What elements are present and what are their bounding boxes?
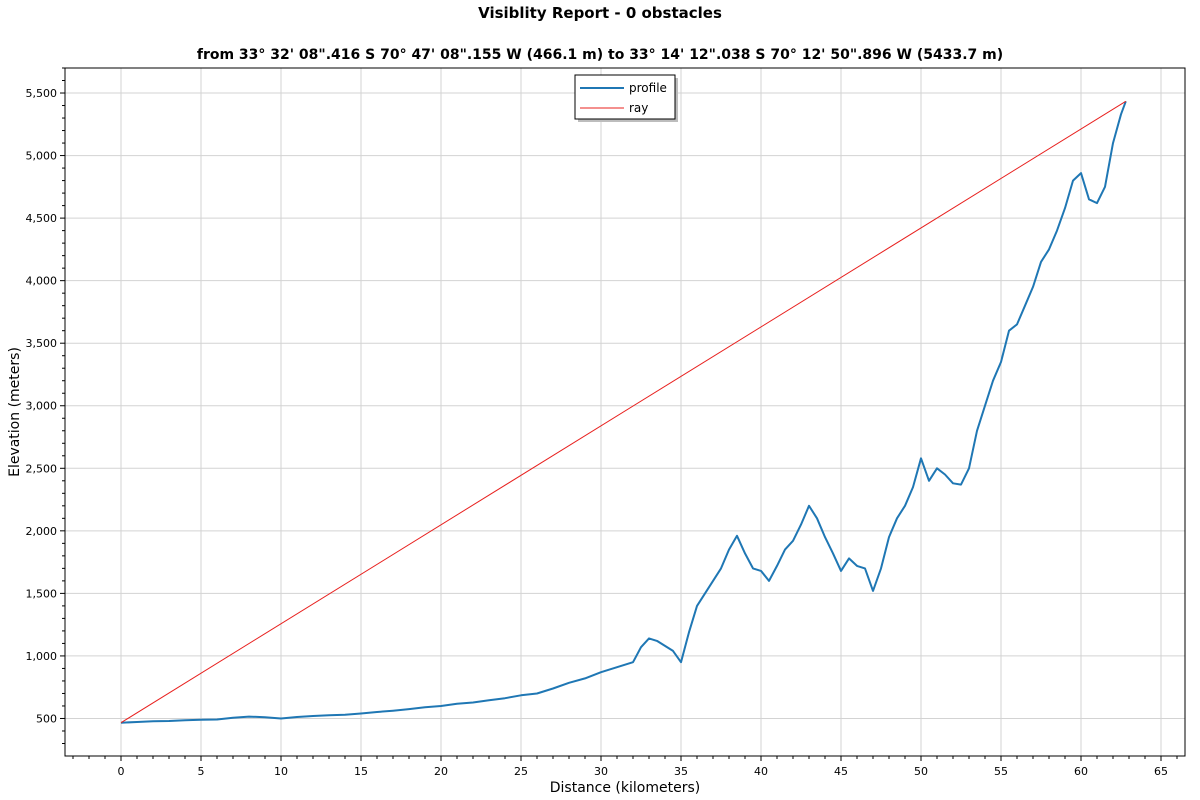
x-tick-label: 25	[514, 765, 528, 778]
y-tick-label: 2,000	[26, 525, 58, 538]
x-tick-label: 20	[434, 765, 448, 778]
y-tick-label: 1,500	[26, 587, 58, 600]
x-tick-label: 30	[594, 765, 608, 778]
y-tick-label: 3,000	[26, 400, 58, 413]
plot-area	[64, 67, 1186, 757]
y-tick-label: 4,500	[26, 212, 58, 225]
y-tick-label: 1,000	[26, 650, 58, 663]
series-line-profile	[120, 100, 1127, 724]
series-group	[120, 100, 1127, 724]
x-tick-label: 55	[994, 765, 1008, 778]
y-tick-label: 4,000	[26, 275, 58, 288]
chart-subtitle: from 33° 32' 08".416 S 70° 47' 08".155 W…	[196, 47, 1004, 63]
y-tick-label: 2,500	[26, 462, 58, 475]
tick-labels: 0 5 10 15 20 25 30 35 40 45 50 55 60 65 500 1,000 1,500 2…	[26, 87, 1169, 778]
x-tick-label: 5	[198, 765, 205, 778]
axis-ticks	[60, 67, 1178, 761]
grid	[65, 68, 1185, 756]
y-tick-label: 3,500	[26, 337, 58, 350]
series-line-ray	[120, 100, 1127, 724]
y-tick-label: 5,500	[26, 87, 58, 100]
x-tick-label: 35	[674, 765, 688, 778]
x-tick-label: 10	[274, 765, 288, 778]
y-tick-label: 5,000	[26, 150, 58, 163]
y-tick-label: 500	[36, 712, 57, 725]
x-tick-label: 15	[354, 765, 368, 778]
y-axis-label: Elevation (meters)	[7, 347, 23, 477]
legend-label-profile: profile	[629, 81, 667, 95]
legend: profile ray	[574, 74, 678, 122]
x-axis-label: Distance (kilometers)	[550, 780, 700, 796]
x-tick-label: 40	[754, 765, 768, 778]
x-tick-label: 60	[1074, 765, 1088, 778]
legend-box	[574, 74, 676, 120]
x-tick-label: 65	[1154, 765, 1168, 778]
x-tick-label: 45	[834, 765, 848, 778]
chart-title: Visiblity Report - 0 obstacles	[478, 4, 722, 22]
legend-label-ray: ray	[629, 101, 648, 115]
x-tick-label: 0	[118, 765, 125, 778]
x-tick-label: 50	[914, 765, 928, 778]
